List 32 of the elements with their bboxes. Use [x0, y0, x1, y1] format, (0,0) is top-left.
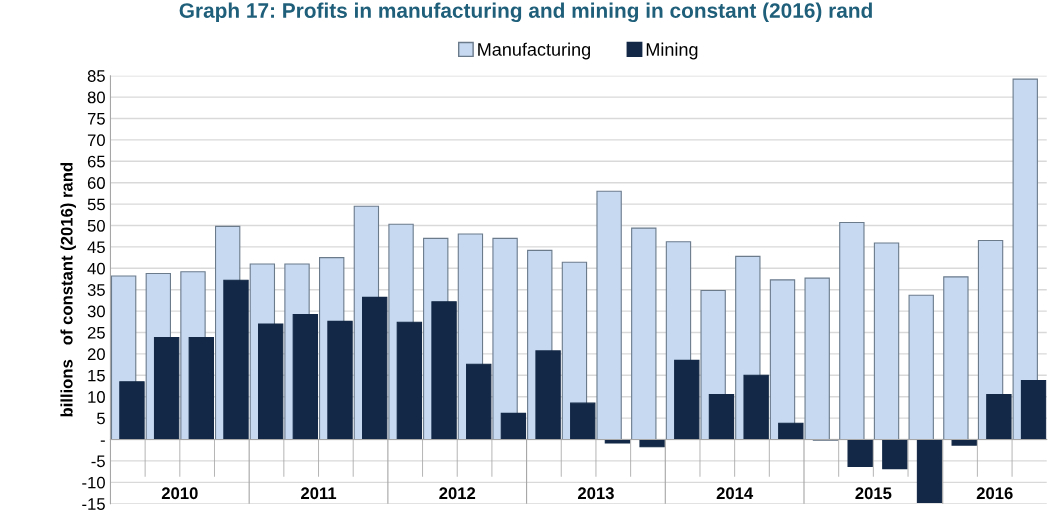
- y-tick-label: -: [100, 440, 105, 442]
- annotation: 2011: [301, 487, 337, 500]
- annotation: 2015: [855, 487, 892, 500]
- y-tick-label: 80: [87, 91, 105, 104]
- y-tick-label: -10: [82, 476, 105, 489]
- legend-label: Manufacturing: [478, 42, 590, 60]
- y-tick-label: -15: [82, 498, 105, 510]
- chart-title: Graph 17: Profits in manufacturing and mining in constant (2016) rand: [179, 2, 872, 23]
- y-axis-title: billions of constant (2016) rand: [60, 163, 76, 417]
- y-tick-label: 40: [87, 262, 105, 275]
- y-tick-label: 55: [87, 198, 105, 211]
- y-tick-label: 20: [87, 348, 105, 361]
- annotation: 2016: [976, 487, 1013, 500]
- annotation: 2014: [716, 487, 754, 500]
- y-tick-label: 85: [87, 70, 105, 82]
- y-tick-label: 70: [87, 134, 105, 147]
- legend-label: Mining: [646, 42, 698, 60]
- y-tick-label: -5: [91, 455, 105, 468]
- y-tick-label: 25: [87, 326, 105, 339]
- annotation: 2010: [161, 487, 198, 500]
- y-tick-label: 50: [87, 219, 105, 232]
- y-tick-label: 10: [88, 391, 105, 403]
- y-tick-label: 45: [87, 241, 105, 254]
- y-tick-label: 75: [87, 113, 105, 125]
- y-tick-label: 30: [87, 305, 105, 318]
- y-tick-label: 35: [87, 284, 105, 296]
- annotation: 2013: [577, 487, 614, 500]
- annotation: 2012: [439, 487, 476, 500]
- y-tick-label: 15: [88, 369, 105, 382]
- y-tick-label: 5: [97, 412, 105, 425]
- y-tick-label: 65: [87, 155, 105, 168]
- y-tick-label: 60: [87, 177, 105, 189]
